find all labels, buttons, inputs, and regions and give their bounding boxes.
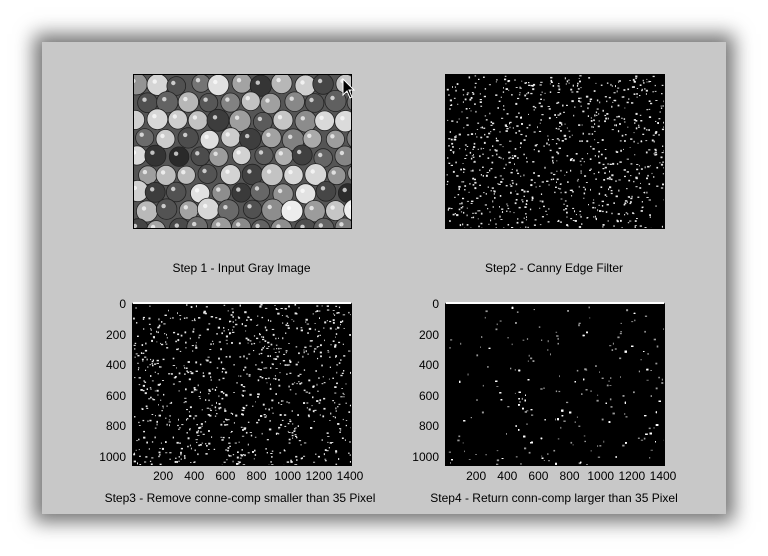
step3-caption: Step3 - Remove conne-comp smaller than 3…	[104, 491, 376, 505]
canny-edge-image	[445, 74, 665, 229]
input-gray-image	[133, 74, 352, 229]
x-tick-label: 800	[559, 469, 580, 483]
y-tick-label: 1000	[412, 449, 439, 464]
step3-image-axes	[132, 302, 352, 466]
x-tick-label: 400	[497, 469, 518, 483]
x-tick-label: 1000	[274, 469, 302, 483]
y-tick-label: 1000	[99, 449, 126, 464]
step2-caption: Step2 - Canny Edge Filter	[484, 261, 624, 275]
x-tick-label: 200	[466, 469, 487, 483]
x-tick-label: 200	[153, 469, 174, 483]
y-tick-label: 800	[105, 419, 126, 434]
y-tick-label: 600	[105, 388, 126, 403]
x-tick-label: 600	[215, 469, 236, 483]
y-tick-label: 200	[105, 327, 126, 342]
x-tick-label: 1400	[649, 469, 677, 483]
x-tick-label: 1200	[305, 469, 333, 483]
y-tick-label: 800	[418, 419, 439, 434]
step1-caption: Step 1 - Input Gray Image	[172, 261, 311, 275]
y-tick-label: 0	[119, 297, 126, 311]
y-tick-label: 200	[418, 327, 439, 342]
x-tick-label: 400	[184, 469, 205, 483]
mouse-pointer-icon	[342, 77, 356, 105]
step4-image-axes	[445, 302, 665, 466]
y-tick-label: 0	[432, 297, 439, 311]
x-tick-label: 800	[246, 469, 267, 483]
x-tick-label: 600	[528, 469, 549, 483]
x-tick-label: 1400	[336, 469, 364, 483]
x-tick-label: 1000	[587, 469, 615, 483]
step4-caption: Step4 - Return conn-comp larger than 35 …	[430, 491, 678, 505]
x-tick-label: 1200	[618, 469, 646, 483]
y-tick-label: 400	[418, 358, 439, 373]
y-tick-label: 600	[418, 388, 439, 403]
y-tick-label: 400	[105, 358, 126, 373]
figure-window: Step 1 - Input Gray Image Step2 - Canny …	[42, 42, 726, 514]
